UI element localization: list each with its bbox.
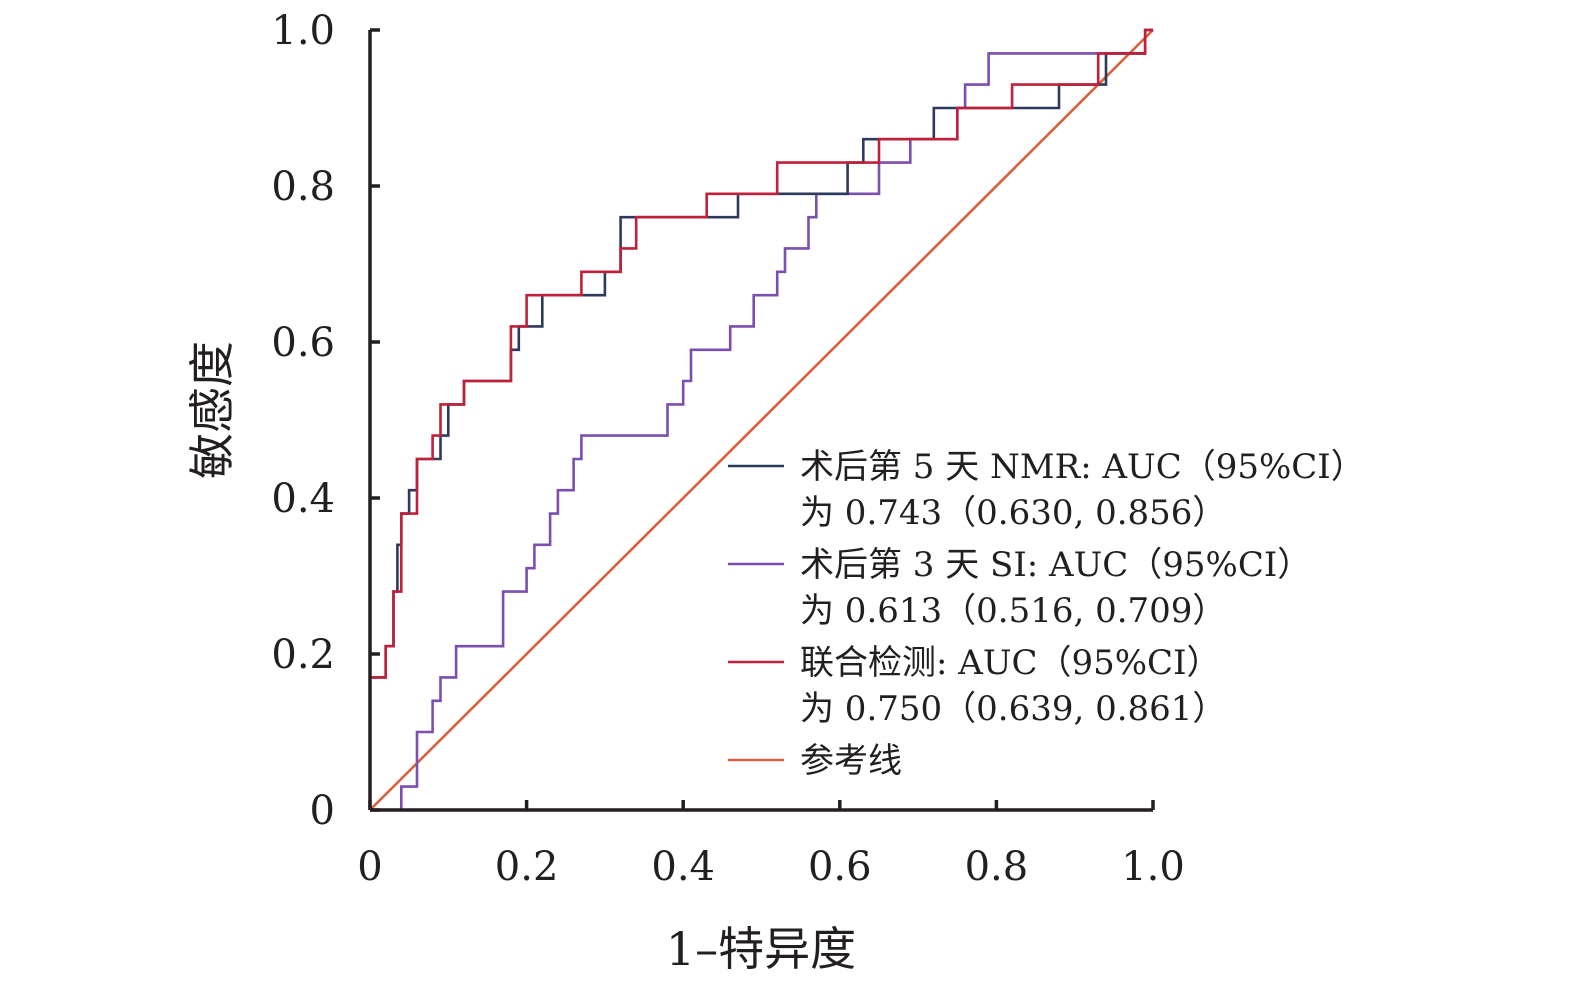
chart-legend: 术后第 5 天 NMR: AUC（95%CI） 为 0.743（0.630, 0.…: [728, 447, 1365, 781]
y-tick-label: 0.2: [271, 632, 335, 678]
chart-axes: [368, 30, 1153, 812]
legend-label: 为 0.613（0.516, 0.709）: [800, 591, 1226, 631]
x-axis-title: 1–特异度: [666, 922, 856, 976]
x-tick-label: 0.2: [495, 844, 559, 890]
legend-item-1: 术后第 3 天 SI: AUC（95%CI） 为 0.613（0.516, 0.7…: [728, 545, 1311, 631]
roc-series-line-2: [368, 28, 1153, 810]
legend-label: 为 0.743（0.630, 0.856）: [800, 493, 1226, 533]
y-tick-label: 1.0: [271, 8, 335, 54]
legend-label: 术后第 3 天 SI: AUC（95%CI）: [800, 545, 1311, 585]
x-tick-label: 0.4: [651, 844, 715, 890]
axis-ticks: 0 0.2 0.4 0.6 0.8 1.0 0 0.2 0.4 0.6 0.8 1.0: [271, 8, 1184, 890]
legend-label: 术后第 5 天 NMR: AUC（95%CI）: [800, 447, 1365, 487]
legend-item-0: 术后第 5 天 NMR: AUC（95%CI） 为 0.743（0.630, 0.…: [728, 447, 1365, 533]
y-axis-title: 敏感度: [185, 341, 239, 479]
y-tick-label: 0.4: [271, 476, 335, 522]
x-tick-label: 0.6: [808, 844, 872, 890]
roc-series-line-3: [369, 29, 1154, 811]
legend-label: 联合检测: AUC（95%CI）: [800, 643, 1221, 683]
x-tick-label: 1.0: [1121, 844, 1185, 890]
legend-label: 参考线: [800, 741, 902, 781]
roc-curves: [368, 28, 1154, 811]
y-tick-label: 0.6: [271, 320, 335, 366]
y-tick-label: 0.8: [271, 164, 335, 210]
legend-item-3: 参考线: [728, 741, 902, 781]
x-tick-label: 0: [357, 844, 382, 890]
legend-label: 为 0.750（0.639, 0.861）: [800, 689, 1226, 729]
y-tick-label: 0: [310, 788, 335, 834]
x-tick-label: 0.8: [965, 844, 1029, 890]
legend-item-2: 联合检测: AUC（95%CI） 为 0.750（0.639, 0.861）: [728, 643, 1226, 729]
